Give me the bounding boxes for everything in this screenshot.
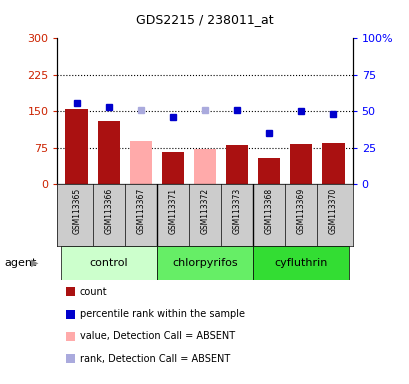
Text: cyfluthrin: cyfluthrin — [274, 258, 327, 268]
Bar — [129, 141, 152, 184]
Text: ▶: ▶ — [31, 258, 38, 268]
Bar — [289, 144, 312, 184]
Text: GSM113367: GSM113367 — [136, 187, 145, 233]
Bar — [61, 246, 157, 280]
Bar — [193, 149, 216, 184]
Bar — [252, 246, 348, 280]
Text: agent: agent — [4, 258, 36, 268]
Text: GSM113373: GSM113373 — [232, 187, 241, 233]
Text: GSM113372: GSM113372 — [200, 187, 209, 233]
Bar — [65, 109, 88, 184]
Bar — [97, 121, 120, 184]
Bar — [257, 157, 280, 184]
Text: percentile rank within the sample: percentile rank within the sample — [80, 309, 244, 319]
Text: chlorpyrifos: chlorpyrifos — [172, 258, 237, 268]
Text: control: control — [89, 258, 128, 268]
Bar — [321, 143, 344, 184]
Bar — [225, 146, 248, 184]
Text: value, Detection Call = ABSENT: value, Detection Call = ABSENT — [80, 331, 234, 341]
Text: GSM113369: GSM113369 — [296, 187, 305, 233]
Bar — [161, 152, 184, 184]
Text: count: count — [80, 287, 107, 297]
Text: GSM113365: GSM113365 — [72, 187, 81, 233]
Text: GSM113370: GSM113370 — [328, 187, 337, 233]
Text: rank, Detection Call = ABSENT: rank, Detection Call = ABSENT — [80, 354, 229, 364]
Bar — [157, 246, 252, 280]
Text: GDS2215 / 238011_at: GDS2215 / 238011_at — [136, 13, 273, 26]
Text: GSM113368: GSM113368 — [264, 187, 273, 233]
Text: GSM113371: GSM113371 — [168, 187, 177, 233]
Text: GSM113366: GSM113366 — [104, 187, 113, 233]
